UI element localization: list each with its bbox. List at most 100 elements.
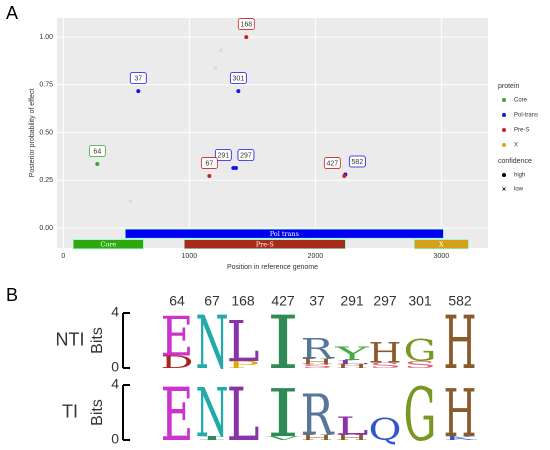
point-label: 64	[93, 148, 101, 155]
panel-label: A	[6, 3, 18, 23]
position-label: 301	[408, 293, 432, 309]
logo-letter: H	[444, 376, 477, 450]
point	[236, 89, 241, 94]
logo-letter: R	[301, 332, 336, 365]
logo-letter: I	[267, 376, 300, 450]
gene-label: X	[439, 241, 444, 249]
logo-letter: S	[404, 360, 437, 371]
x-axis-title: Position in reference genome	[227, 264, 318, 271]
point	[136, 89, 141, 94]
legend-key	[502, 143, 506, 147]
legend-label: Core	[514, 98, 528, 104]
gene-bar	[183, 239, 346, 249]
gene-bar	[414, 239, 469, 249]
position-label: 297	[373, 293, 397, 309]
logo-letter: L	[227, 373, 260, 450]
y-tick-label: 0.25	[39, 177, 53, 184]
y-tick-label: 0.75	[39, 82, 53, 89]
logo-letter: L	[227, 308, 260, 375]
logo-letter: L	[336, 358, 373, 365]
position-label: 582	[448, 293, 472, 309]
point-label: 301	[233, 75, 245, 82]
label-box	[237, 149, 255, 161]
x-tick-label: 0	[61, 253, 65, 260]
y-tick-label: 0.00	[39, 225, 53, 232]
gene-label: Core	[100, 241, 116, 249]
panel-label: B	[6, 285, 18, 305]
x-tick-label: 2000	[308, 253, 324, 260]
logo-letter: I	[196, 434, 229, 441]
y-axis-title: Bits	[89, 327, 106, 354]
legend-key	[502, 173, 506, 177]
label-box	[229, 72, 247, 85]
logo-letter: H	[336, 434, 370, 443]
legend-title: protein	[498, 83, 520, 90]
point-label: 582	[351, 159, 363, 166]
legend-title: confidence	[498, 158, 532, 165]
y-axis-title: Posterior probability of effect	[29, 89, 36, 178]
position-label: 291	[340, 293, 364, 309]
point-label: 291	[217, 152, 229, 159]
legend-key	[502, 113, 506, 117]
y-tick-label: 0	[111, 359, 119, 375]
logo-letter: I	[267, 301, 300, 386]
logo-letter: G	[404, 334, 437, 369]
label-box	[214, 149, 232, 161]
legend-key	[502, 187, 506, 191]
point-label: 37	[134, 75, 142, 82]
gene-bar	[125, 228, 444, 239]
point-label: 427	[326, 160, 338, 167]
point-low	[128, 199, 133, 204]
point-low	[219, 48, 223, 53]
position-label: 427	[271, 293, 295, 309]
gene-bar	[72, 239, 144, 249]
x-tick-label: 3000	[434, 253, 450, 260]
logo-letter: Q	[369, 413, 402, 448]
legend-label: high	[514, 173, 525, 179]
label-box	[348, 155, 366, 168]
y-tick-label: 4	[111, 376, 119, 392]
y-axis-title: Bits	[89, 399, 106, 426]
point	[233, 166, 238, 171]
point	[342, 174, 347, 179]
label-box	[200, 157, 218, 169]
logo-letter: E	[161, 373, 194, 450]
logo-letter: D	[161, 353, 194, 372]
logo-letter: H	[336, 362, 369, 369]
logo-letter: N	[196, 374, 229, 450]
position-label: 168	[231, 293, 255, 309]
gene-label: Pre-S	[256, 241, 274, 249]
label-box	[323, 157, 341, 169]
y-tick-label: 4	[111, 304, 119, 320]
x-tick-label: 1000	[182, 253, 198, 260]
point-label: 67	[205, 160, 213, 167]
legend-label: Pre-S	[514, 128, 529, 134]
logo-letter: L	[336, 414, 369, 441]
legend-key	[502, 98, 506, 102]
logo-letter: P	[227, 360, 262, 371]
legend-label: X	[514, 143, 518, 149]
position-label: 37	[309, 293, 325, 309]
point	[95, 162, 100, 167]
label-box	[237, 18, 255, 30]
legend-label: Pol-trans	[514, 113, 538, 119]
logo-letter: K	[444, 434, 482, 441]
logo-letter: V	[261, 434, 300, 441]
legend-key	[502, 128, 506, 132]
logo-letter: H	[444, 301, 477, 386]
label-box	[129, 72, 147, 85]
row-label: NTI	[56, 329, 85, 349]
logo-letter: N	[196, 301, 229, 386]
point	[207, 174, 212, 179]
point-label: 297	[240, 152, 252, 159]
logo-letter: S	[369, 362, 402, 371]
point-low	[213, 65, 218, 70]
logo-letter: H	[301, 358, 335, 367]
logo-letter: S	[301, 362, 334, 369]
y-tick-label: 0	[111, 431, 119, 447]
y-tick-label: 1.00	[39, 34, 53, 41]
gene-label: Pol trans	[270, 230, 299, 238]
legend-label: low	[514, 187, 524, 193]
position-label: 64	[169, 293, 185, 309]
